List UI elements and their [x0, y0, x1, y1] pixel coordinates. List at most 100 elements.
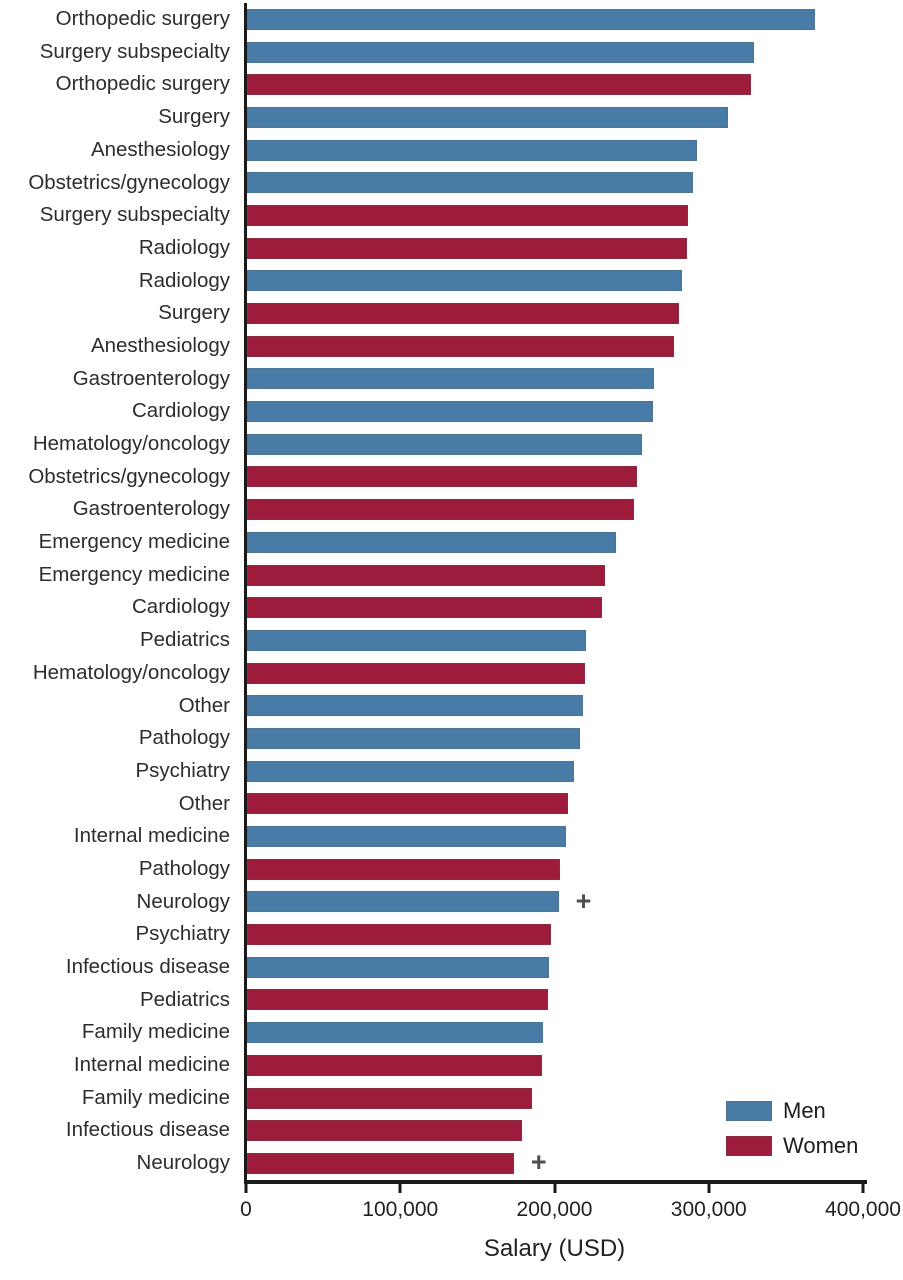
row-label: Neurology — [136, 889, 230, 913]
row-label: Pathology — [138, 726, 230, 750]
bar-men — [247, 727, 581, 749]
x-axis-ticks: 0 100,000 200,000 300,000 400,000 — [240, 1184, 901, 1234]
chart-row: Surgery subspecialty — [0, 36, 903, 69]
chart-row: Anesthesiology — [0, 330, 903, 363]
bar-women — [247, 303, 679, 325]
row-label: Surgery — [158, 105, 230, 129]
legend-item-men: Men — [726, 1099, 858, 1121]
bar-women — [247, 1054, 542, 1076]
chart-row: Emergency medicine — [0, 526, 903, 559]
row-label: Gastroenterology — [72, 366, 230, 390]
x-tick-mark — [861, 1184, 865, 1193]
row-track — [247, 826, 864, 848]
row-label: Psychiatry — [135, 758, 230, 782]
bar-men — [247, 172, 693, 194]
row-track — [247, 466, 864, 488]
row-label: Family medicine — [81, 1085, 230, 1109]
row-track — [247, 564, 864, 586]
row-label: Surgery subspecialty — [39, 39, 230, 63]
chart-row: Family medicine — [0, 1082, 903, 1115]
row-label: Radiology — [138, 235, 230, 259]
row-track — [247, 531, 864, 553]
chart-row: Family medicine — [0, 1016, 903, 1049]
row-label: Hematology/oncology — [32, 660, 230, 684]
row-label: Cardiology — [132, 399, 230, 423]
bar-men — [247, 629, 587, 651]
row-label: Orthopedic surgery — [55, 7, 230, 31]
bar-women — [247, 924, 551, 946]
row-label: Psychiatry — [135, 922, 230, 946]
row-label: Surgery — [158, 301, 230, 325]
rows: Orthopedic surgery Surgery subspecialty … — [0, 3, 903, 1180]
row-track — [247, 695, 864, 717]
chart-row: Psychiatry — [0, 755, 903, 788]
chart-row: Surgery — [0, 297, 903, 330]
row-track — [247, 793, 864, 815]
bar-men — [247, 695, 584, 717]
chart-row: Neurology + — [0, 886, 903, 919]
x-tick-label: 0 — [240, 1198, 252, 1221]
bar-men — [247, 270, 682, 292]
chart-row: Obstetrics/gynecology — [0, 166, 903, 199]
row-label: Anesthesiology — [90, 333, 230, 357]
bar-men — [247, 8, 815, 30]
row-label: Infectious disease — [65, 955, 230, 979]
chart-row: Pediatrics — [0, 984, 903, 1017]
row-track — [247, 629, 864, 651]
row-label: Radiology — [138, 268, 230, 292]
bar-women — [247, 989, 548, 1011]
row-track — [247, 172, 864, 194]
chart-row: Hematology/oncology — [0, 657, 903, 690]
chart-row: Orthopedic surgery — [0, 3, 903, 36]
bar-women — [247, 74, 752, 96]
row-track — [247, 989, 864, 1011]
chart-row: Internal medicine — [0, 820, 903, 853]
row-track — [247, 41, 864, 63]
bar-men — [247, 826, 567, 848]
significance-marker-icon: + — [530, 1147, 547, 1178]
bar-women — [247, 597, 602, 619]
legend: Men Women — [726, 1099, 859, 1170]
bar-men — [247, 139, 698, 161]
chart-row: Other — [0, 788, 903, 821]
row-label: Internal medicine — [73, 824, 230, 848]
row-track — [247, 433, 864, 455]
bar-men — [247, 891, 559, 913]
y-axis-line — [244, 3, 247, 1183]
bar-men — [247, 106, 729, 128]
bar-women — [247, 662, 585, 684]
bar-women — [247, 499, 635, 521]
women-color-swatch — [726, 1135, 772, 1156]
x-tick-label: 400,000 — [825, 1198, 901, 1221]
x-axis-title: Salary (USD) — [483, 1235, 626, 1262]
chart-row: Cardiology — [0, 395, 903, 428]
chart-row: Surgery — [0, 101, 903, 134]
row-label: Infectious disease — [65, 1118, 230, 1142]
bar-men — [247, 368, 655, 390]
bar-women — [247, 335, 675, 357]
chart-row: Pathology — [0, 853, 903, 886]
significance-marker-icon: + — [575, 885, 592, 916]
row-label: Emergency medicine — [38, 562, 230, 586]
x-tick-mark — [244, 1184, 248, 1193]
chart-row: Gastroenterology — [0, 363, 903, 396]
row-label: Neurology — [136, 1151, 230, 1175]
bar-men — [247, 41, 755, 63]
men-color-swatch — [726, 1100, 772, 1121]
row-track: + — [247, 1149, 864, 1176]
row-label: Internal medicine — [73, 1053, 230, 1077]
legend-label-women: Women — [783, 1132, 859, 1158]
row-label: Pathology — [138, 856, 230, 880]
chart-row: Surgery subspecialty — [0, 199, 903, 232]
bar-women — [247, 237, 687, 259]
chart-row: Neurology + — [0, 1147, 903, 1180]
bar-women — [247, 793, 568, 815]
row-track — [247, 74, 864, 96]
row-track — [247, 956, 864, 978]
row-label: Orthopedic surgery — [55, 72, 230, 96]
bar-women — [247, 858, 561, 880]
chart-row: Infectious disease — [0, 1114, 903, 1147]
legend-item-women: Women — [726, 1132, 859, 1158]
chart-row: Cardiology — [0, 591, 903, 624]
row-label: Obstetrics/gynecology — [28, 464, 230, 488]
